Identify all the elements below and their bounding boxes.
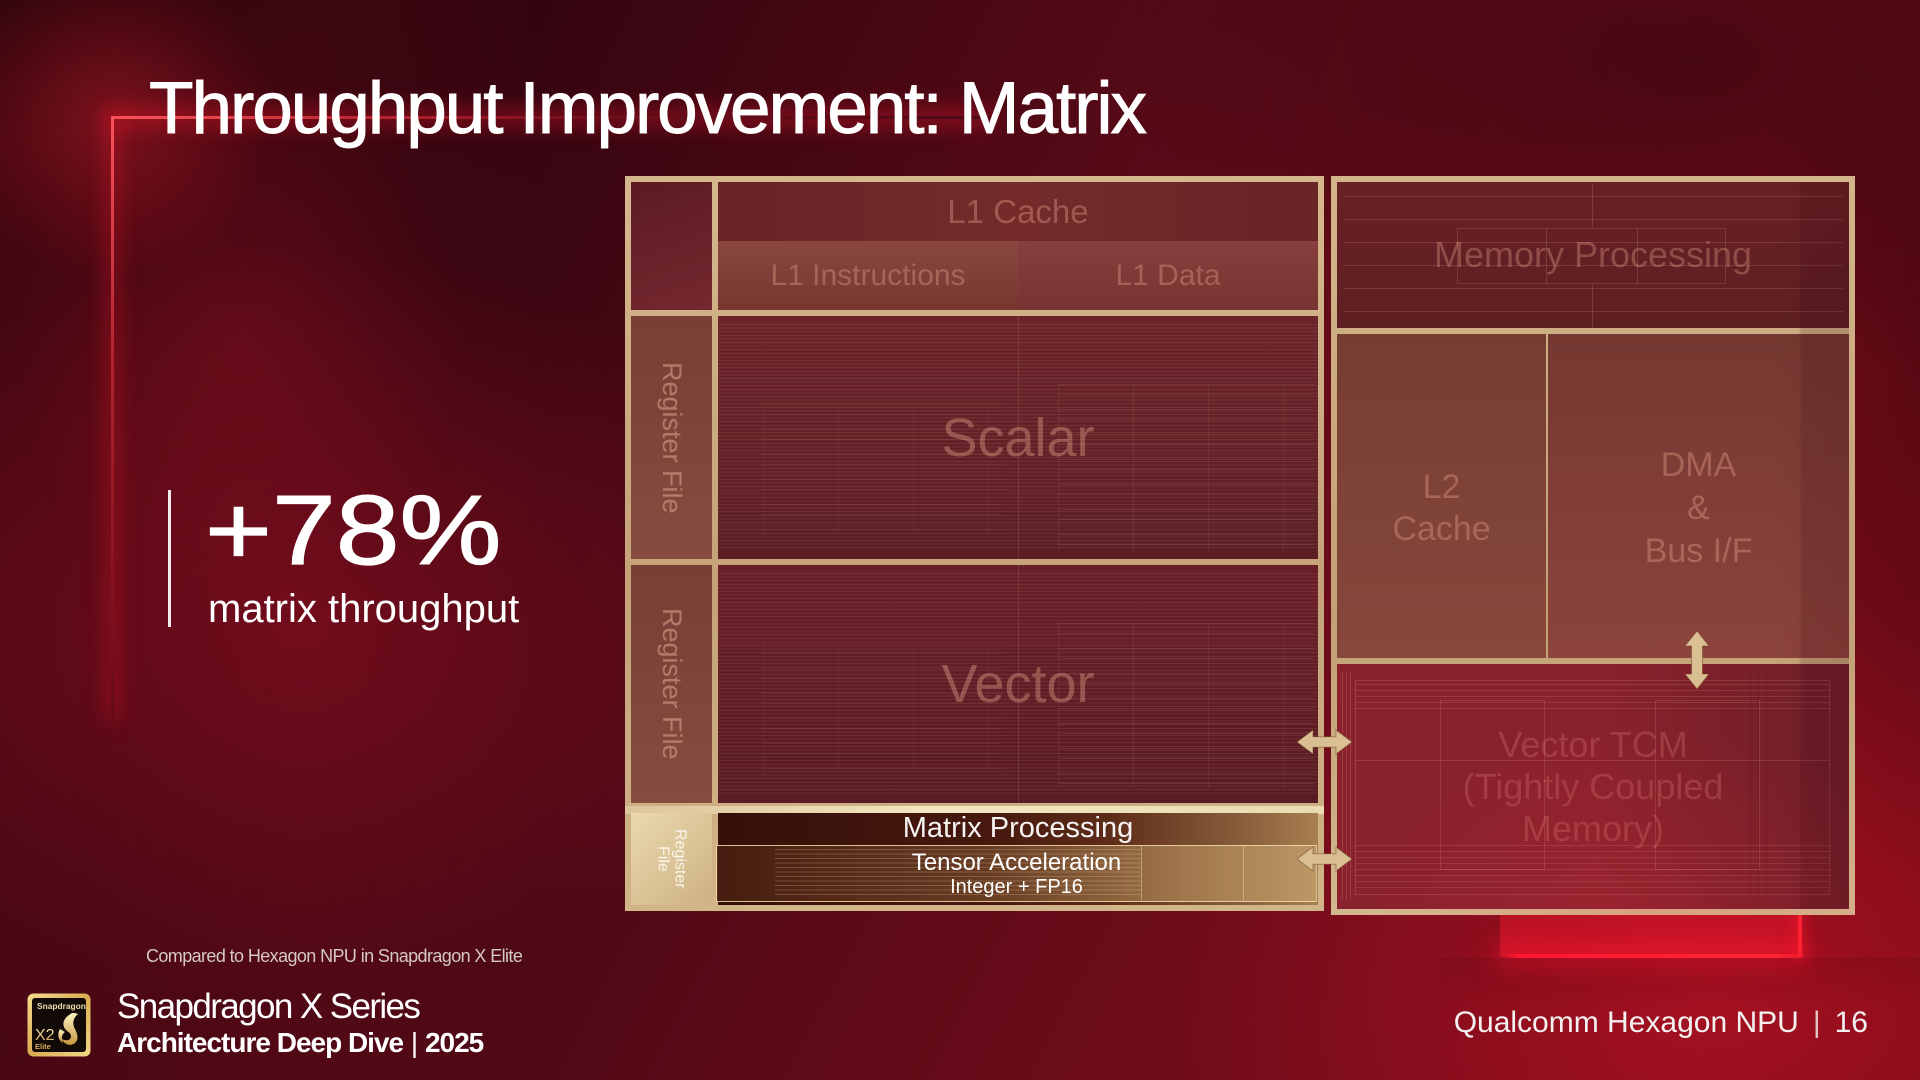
svg-text:Snapdragon: Snapdragon xyxy=(37,1001,86,1011)
svg-text:X2: X2 xyxy=(35,1027,55,1044)
svg-text:Elite: Elite xyxy=(35,1042,51,1051)
